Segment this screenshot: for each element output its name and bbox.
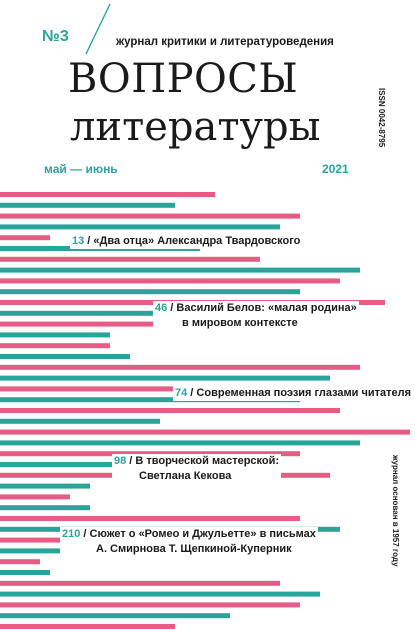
toc-page: 13 [72, 235, 85, 247]
toc-page: 210 [62, 528, 81, 540]
stripe [0, 591, 320, 597]
toc-text-2: А. Смирнова Т. Щепкиной-Куперник [96, 543, 292, 555]
stripe [0, 559, 40, 565]
stripe [0, 224, 280, 230]
stripe [0, 505, 90, 511]
issue-months: май — июнь [44, 162, 118, 176]
stripe [0, 267, 360, 273]
toc-item: 46 / Василий Белов: «малая родина» в мир… [153, 301, 359, 331]
toc-item: 13 / «Два отца» Александра Твардовского [70, 234, 303, 249]
founded-note: журнал основан в 1957 году [391, 455, 400, 567]
stripe [0, 354, 130, 359]
toc-text: В творческой мастерской: [135, 455, 280, 467]
title-line-1: ВОПРОСЫ [68, 56, 299, 102]
stripe [0, 278, 340, 284]
stripe [0, 343, 110, 349]
toc-text: Василий Белов: «малая родина» [176, 302, 357, 314]
stripe [0, 494, 70, 500]
stripe [0, 192, 215, 197]
toc-item: 74 / Современная поэзия глазами читателя [173, 386, 414, 401]
stripe [0, 235, 50, 241]
issue-number: №3 [42, 28, 69, 45]
toc-text: «Два отца» Александра Твардовского [93, 235, 301, 247]
stripe [0, 570, 50, 575]
stripe [0, 332, 110, 338]
issn-code: ISSN 0042-8795 [377, 88, 386, 148]
stripe [0, 580, 280, 586]
slash-divider-icon [85, 3, 111, 55]
stripe [0, 613, 230, 619]
stripe [0, 429, 410, 435]
title-line-2: литературы [70, 104, 321, 150]
journal-subtitle: журнал критики и литературоведения [116, 36, 334, 48]
issue-year: 2021 [322, 162, 349, 176]
stripe [0, 364, 360, 370]
stripe [0, 418, 160, 424]
stripe [0, 408, 340, 413]
toc-text-2: Светлана Кекова [139, 470, 232, 482]
stripe [0, 375, 330, 381]
stripe [0, 321, 300, 327]
stripe [0, 213, 300, 219]
stripe [0, 451, 300, 457]
toc-text: Современная поэзия глазами читателя [196, 387, 412, 399]
stripe [0, 289, 300, 295]
toc-page: 98 [114, 455, 127, 467]
toc-text: Сюжет о «Ромео и Джульетте» в письмах [89, 528, 316, 540]
stripe [0, 483, 90, 489]
stripe [0, 602, 300, 608]
toc-page: 46 [155, 302, 168, 314]
toc-text-2: в мировом контексте [182, 317, 298, 329]
toc-item: 98 / В творческой мастерской: Светлана К… [112, 454, 282, 484]
stripe [0, 516, 300, 521]
toc-page: 74 [175, 387, 188, 399]
stripe [0, 397, 300, 403]
stripe [0, 440, 360, 446]
stripe [0, 386, 300, 392]
stripe [0, 624, 175, 629]
toc-item: 210 / Сюжет о «Ромео и Джульетте» в пись… [60, 527, 318, 557]
stripe [0, 202, 175, 208]
stripe [0, 256, 260, 262]
